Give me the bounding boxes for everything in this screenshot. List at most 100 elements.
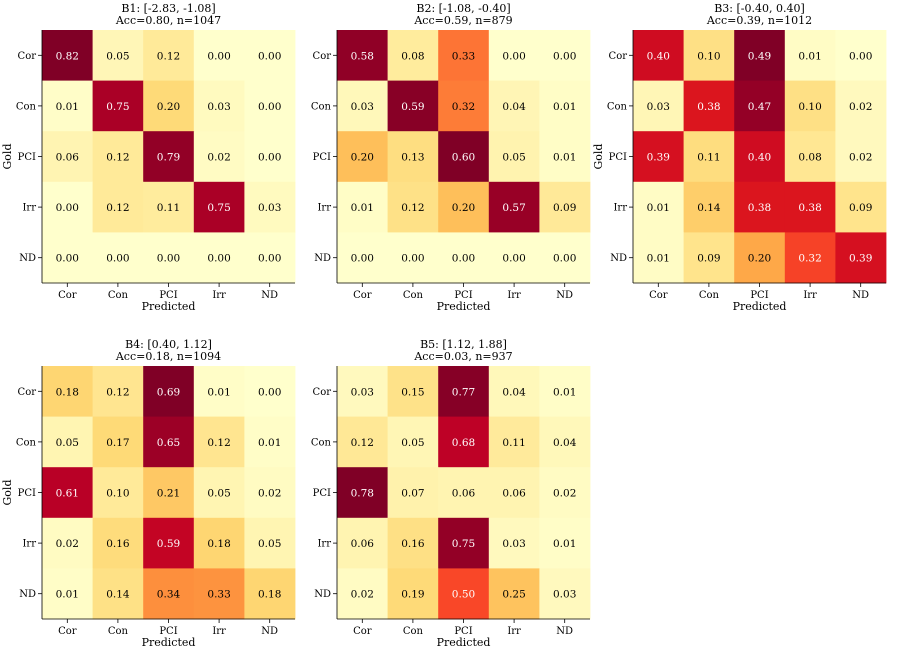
cell-value-label: 0.02 bbox=[849, 152, 872, 164]
y-tick-label: PCI bbox=[18, 152, 36, 163]
heatmap-cell bbox=[387, 467, 439, 519]
heatmap-cell bbox=[42, 568, 93, 620]
heatmap-cell bbox=[92, 131, 144, 183]
heatmap-cell bbox=[193, 30, 245, 81]
cell-value-label: 0.16 bbox=[106, 538, 130, 550]
heatmap-cell bbox=[337, 416, 388, 468]
heatmap-cell bbox=[143, 181, 195, 233]
heatmap-cell bbox=[42, 80, 93, 132]
cell-value-label: 0.11 bbox=[157, 202, 180, 214]
x-tick-label: Con bbox=[403, 290, 424, 301]
heatmap-cell bbox=[683, 131, 735, 183]
cell-value-label: 0.00 bbox=[258, 50, 281, 62]
heatmap-cell bbox=[387, 181, 439, 233]
heatmap-cell bbox=[488, 517, 540, 569]
cell-value-label: 0.61 bbox=[56, 488, 79, 500]
cell-value-label: 0.03 bbox=[502, 538, 525, 550]
cell-value-label: 0.02 bbox=[849, 101, 872, 113]
cell-value-label: 0.65 bbox=[157, 437, 180, 449]
heatmap-cell bbox=[683, 30, 735, 81]
cell-value-label: 0.09 bbox=[849, 202, 872, 214]
cell-value-label: 0.10 bbox=[697, 50, 720, 62]
heatmap-cell bbox=[784, 181, 836, 233]
x-tick-label: PCI bbox=[454, 290, 472, 301]
heatmap-cell bbox=[92, 30, 144, 81]
cell-value-label: 0.01 bbox=[207, 386, 230, 398]
heatmap-cell bbox=[633, 131, 684, 183]
cell-value-label: 0.03 bbox=[351, 101, 374, 113]
heatmap-cell bbox=[438, 181, 490, 233]
heatmap-cell bbox=[438, 517, 490, 569]
y-tick-label: Cor bbox=[18, 51, 37, 62]
cell-value-label: 0.20 bbox=[452, 202, 475, 214]
cell-value-label: 0.07 bbox=[401, 488, 424, 500]
cell-value-label: 0.38 bbox=[697, 101, 720, 113]
cell-value-label: 0.00 bbox=[56, 202, 79, 214]
x-tick-label: PCI bbox=[454, 626, 472, 637]
cell-value-label: 0.14 bbox=[106, 589, 130, 601]
heatmap-cell bbox=[633, 30, 684, 81]
x-tick-label: PCI bbox=[750, 290, 768, 301]
heatmap-panel-2: B2: [-1.08, -0.40]Acc=0.59, n=879 0.58 0.0… bbox=[311, 2, 591, 313]
heatmap-cell bbox=[438, 232, 490, 284]
panel-title-line1: B4: [0.40, 1.12] bbox=[125, 338, 212, 351]
cell-value-label: 0.50 bbox=[452, 589, 475, 601]
heatmap-cell bbox=[193, 181, 245, 233]
heatmap-cell bbox=[387, 30, 439, 81]
panel-title-line1: B5: [1.12, 1.88] bbox=[420, 338, 507, 351]
panel-title-line2: Acc=0.80, n=1047 bbox=[115, 14, 221, 27]
cell-value-label: 0.08 bbox=[401, 50, 424, 62]
heatmap-cell bbox=[244, 30, 296, 81]
cell-value-label: 0.12 bbox=[401, 202, 424, 214]
y-axis-label: Gold bbox=[1, 144, 14, 170]
x-tick-label: ND bbox=[556, 626, 573, 637]
cell-value-label: 0.01 bbox=[56, 101, 79, 113]
cell-value-label: 0.40 bbox=[748, 152, 771, 164]
heatmap-cell bbox=[193, 366, 245, 417]
heatmap-cell bbox=[143, 568, 195, 620]
cell-value-label: 0.25 bbox=[502, 589, 525, 601]
cell-value-label: 0.00 bbox=[553, 50, 576, 62]
cell-value-label: 0.05 bbox=[106, 50, 129, 62]
cell-value-label: 0.05 bbox=[56, 437, 79, 449]
x-tick-label: Irr bbox=[212, 626, 226, 637]
cell-value-label: 0.03 bbox=[647, 101, 670, 113]
heatmap-cell bbox=[337, 80, 388, 132]
cell-value-label: 0.00 bbox=[258, 101, 281, 113]
heatmap-cell bbox=[337, 131, 388, 183]
heatmap-cell bbox=[143, 366, 195, 417]
cell-value-label: 0.00 bbox=[553, 253, 576, 265]
y-tick-label: PCI bbox=[313, 152, 331, 163]
heatmap-cell bbox=[337, 181, 388, 233]
heatmap-cell bbox=[734, 30, 786, 81]
cell-value-label: 0.01 bbox=[351, 202, 374, 214]
cell-value-label: 0.12 bbox=[106, 152, 129, 164]
cell-value-label: 0.69 bbox=[157, 386, 180, 398]
y-tick-label: Cor bbox=[18, 387, 37, 398]
heatmap-cell bbox=[143, 80, 195, 132]
y-axis-label: Gold bbox=[592, 144, 605, 170]
cell-value-label: 0.12 bbox=[106, 202, 129, 214]
panel-title-line2: Acc=0.59, n=879 bbox=[413, 14, 512, 27]
heatmap-cell bbox=[92, 416, 144, 468]
x-axis-label: Predicted bbox=[437, 300, 491, 313]
cell-value-label: 0.18 bbox=[258, 589, 281, 601]
cell-value-label: 0.20 bbox=[748, 253, 771, 265]
heatmap-panel-4: B4: [0.40, 1.12]Acc=0.18, n=1094 0.18 0.12… bbox=[1, 338, 296, 648]
cell-value-label: 0.01 bbox=[553, 386, 576, 398]
cell-value-label: 0.02 bbox=[258, 488, 281, 500]
heatmap-panel-5: B5: [1.12, 1.88]Acc=0.03, n=937 0.03 0.15 0… bbox=[311, 338, 591, 648]
heatmap-cell bbox=[193, 416, 245, 468]
cell-value-label: 0.79 bbox=[157, 152, 180, 164]
cell-value-label: 0.17 bbox=[106, 437, 129, 449]
heatmap-cell bbox=[784, 131, 836, 183]
heatmap-cell bbox=[92, 232, 144, 284]
heatmap-cell bbox=[488, 366, 540, 417]
cell-value-label: 0.19 bbox=[401, 589, 424, 601]
y-tick-label: Cor bbox=[609, 51, 628, 62]
x-tick-label: Irr bbox=[507, 626, 521, 637]
panel-title-line2: Acc=0.39, n=1012 bbox=[706, 14, 812, 27]
heatmap-cell bbox=[539, 131, 591, 183]
heatmap-cell bbox=[633, 232, 684, 284]
cell-value-label: 0.33 bbox=[452, 50, 475, 62]
